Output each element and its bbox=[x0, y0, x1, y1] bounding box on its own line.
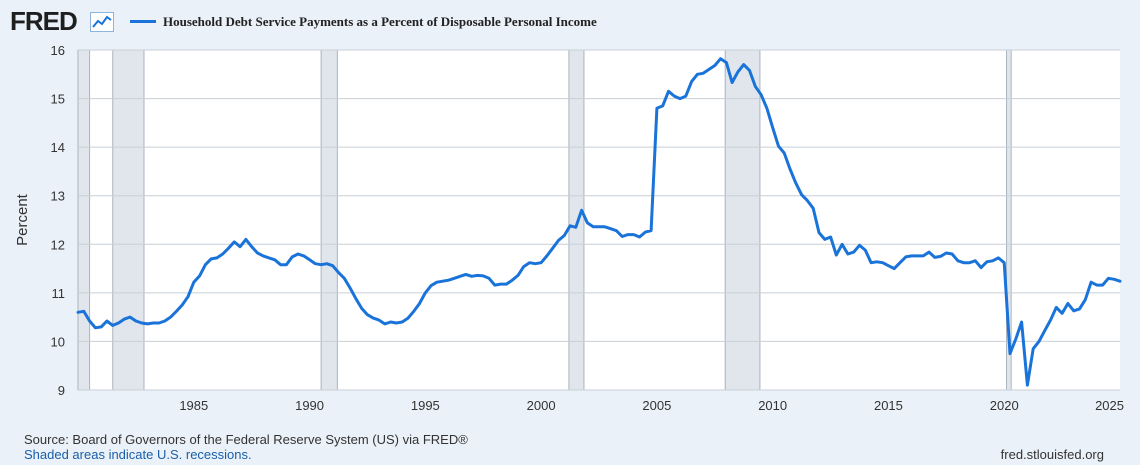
gridlines bbox=[78, 49, 1120, 391]
y-tick-label: 9 bbox=[58, 383, 65, 398]
legend-label: Household Debt Service Payments as a Per… bbox=[163, 14, 597, 29]
fred-logo[interactable]: FRED bbox=[10, 6, 78, 36]
x-tick-label: 2005 bbox=[642, 398, 671, 413]
y-axis-label: Percent bbox=[14, 193, 31, 246]
y-axis-ticks: 9 10 11 12 13 14 15 16 bbox=[51, 43, 65, 398]
recession-bands bbox=[77, 49, 1012, 391]
chart-header: FRED Household Debt Service Payments as … bbox=[10, 6, 1130, 36]
x-axis-ticks: 1985 1990 1995 2000 2005 2010 2015 2020 2025 bbox=[179, 398, 1124, 413]
x-tick-label: 2025 bbox=[1095, 398, 1124, 413]
y-tick-label: 11 bbox=[52, 286, 66, 301]
fred-url[interactable]: fred.stlouisfed.org bbox=[1000, 447, 1104, 462]
x-tick-label: 2020 bbox=[990, 398, 1019, 413]
y-tick-label: 13 bbox=[51, 189, 65, 204]
x-tick-label: 2000 bbox=[527, 398, 556, 413]
recession-band-4 bbox=[568, 49, 585, 391]
plot-area bbox=[78, 50, 1120, 390]
series-line bbox=[76, 57, 1122, 387]
x-tick-label: 2010 bbox=[758, 398, 787, 413]
y-tick-label: 10 bbox=[51, 334, 65, 349]
y-tick-label: 14 bbox=[51, 140, 65, 155]
line-chart-icon bbox=[90, 12, 114, 32]
recession-band-3 bbox=[320, 49, 338, 391]
recession-band-2 bbox=[112, 49, 145, 391]
x-tick-label: 1990 bbox=[295, 398, 324, 413]
recession-band-1 bbox=[77, 49, 91, 391]
recession-band-5 bbox=[724, 49, 761, 391]
y-tick-label: 15 bbox=[51, 92, 65, 107]
x-tick-label: 1995 bbox=[411, 398, 440, 413]
recession-note-link[interactable]: Shaded areas indicate U.S. recessions. bbox=[24, 447, 252, 462]
source-note: Source: Board of Governors of the Federa… bbox=[24, 432, 468, 447]
x-tick-label: 2015 bbox=[874, 398, 903, 413]
y-tick-label: 12 bbox=[51, 237, 65, 252]
legend-swatch bbox=[130, 20, 156, 23]
x-tick-label: 1985 bbox=[179, 398, 208, 413]
y-tick-label: 16 bbox=[51, 43, 65, 58]
